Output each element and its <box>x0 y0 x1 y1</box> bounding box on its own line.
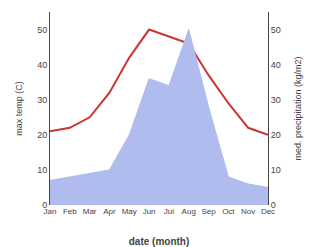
svg-text:0: 0 <box>271 200 276 210</box>
svg-text:Mar: Mar <box>83 207 97 216</box>
svg-text:date (month): date (month) <box>129 236 190 247</box>
svg-text:0: 0 <box>42 200 47 210</box>
svg-text:40: 40 <box>37 60 47 70</box>
svg-text:20: 20 <box>271 130 281 140</box>
svg-text:Jan: Jan <box>44 207 57 216</box>
svg-text:10: 10 <box>271 165 281 175</box>
svg-text:Feb: Feb <box>63 207 77 216</box>
svg-text:Nov: Nov <box>241 207 255 216</box>
svg-text:Jul: Jul <box>164 207 174 216</box>
svg-text:max temp (C): max temp (C) <box>14 81 24 136</box>
svg-text:50: 50 <box>37 25 47 35</box>
svg-text:Aug: Aug <box>182 207 196 216</box>
svg-text:May: May <box>122 207 137 216</box>
svg-text:10: 10 <box>37 165 47 175</box>
svg-text:med. precipitation (kg/m2): med. precipitation (kg/m2) <box>293 56 303 160</box>
svg-text:30: 30 <box>271 95 281 105</box>
svg-text:Oct: Oct <box>222 207 235 216</box>
svg-text:Dec: Dec <box>261 207 275 216</box>
svg-text:40: 40 <box>271 60 281 70</box>
svg-text:20: 20 <box>37 130 47 140</box>
svg-text:30: 30 <box>37 95 47 105</box>
svg-text:Sep: Sep <box>201 207 216 216</box>
svg-text:50: 50 <box>271 25 281 35</box>
svg-text:Jun: Jun <box>143 207 156 216</box>
svg-text:Apr: Apr <box>103 207 116 216</box>
